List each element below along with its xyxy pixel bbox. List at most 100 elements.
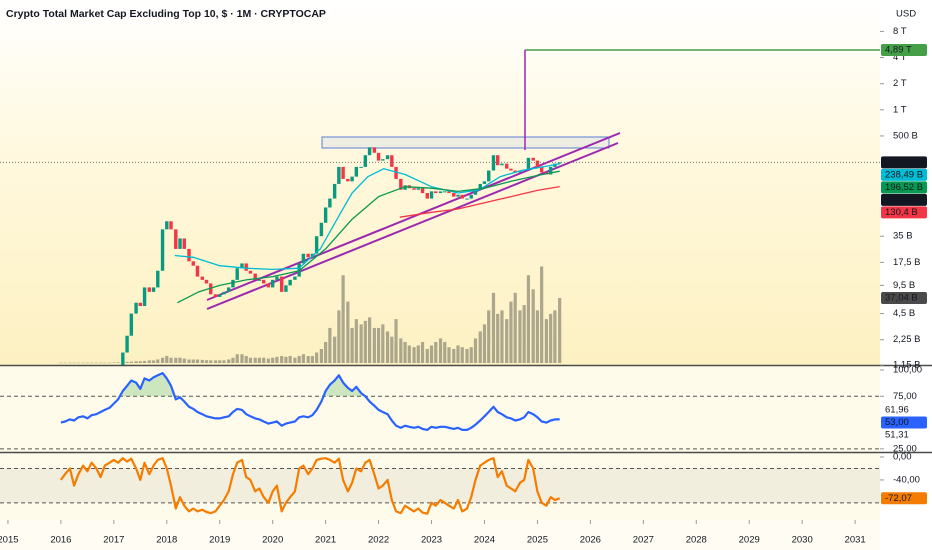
y-tick-label: 8 T <box>893 26 907 37</box>
candle <box>182 238 186 249</box>
volume-bar <box>297 355 301 363</box>
volume-bar <box>293 357 297 363</box>
range-box <box>321 136 610 149</box>
volume-bar <box>350 327 354 363</box>
candle <box>293 276 297 280</box>
price-label: -72,07 <box>885 493 912 504</box>
volume-bar <box>372 327 376 363</box>
volume-bar <box>227 359 231 363</box>
series-line <box>399 185 560 218</box>
candle <box>213 294 218 297</box>
volume-bar <box>487 310 491 363</box>
volume-bar <box>165 355 169 363</box>
candle <box>469 194 473 199</box>
volume-bar <box>94 362 98 364</box>
candle <box>209 283 213 295</box>
x-tick-label: 2017 <box>103 535 124 546</box>
volume-bar <box>394 319 398 363</box>
candle <box>359 166 363 168</box>
candle <box>346 178 350 182</box>
volume-bar <box>346 301 350 363</box>
volume-bar <box>425 348 429 363</box>
series-line <box>174 163 560 271</box>
candle <box>319 222 324 237</box>
candle <box>261 279 266 284</box>
candle <box>147 287 152 292</box>
volume-bar <box>491 292 496 363</box>
volume-bar <box>147 360 151 363</box>
volume-bar <box>306 355 310 363</box>
candle <box>253 273 257 280</box>
price-label: 51,31 <box>885 430 909 441</box>
candle <box>191 261 195 266</box>
volume-bar <box>447 347 451 363</box>
volume-bar <box>333 336 337 363</box>
volume-bar <box>76 362 80 364</box>
volume-bar <box>319 348 323 363</box>
candle <box>412 188 416 190</box>
volume-bar <box>262 357 266 363</box>
volume-bar <box>266 358 271 363</box>
candle <box>399 178 403 190</box>
candle <box>456 194 460 197</box>
volume-bar <box>142 360 147 363</box>
candle <box>248 270 253 274</box>
price-label: 130,4 B <box>885 207 918 218</box>
volume-bar <box>337 310 341 363</box>
volume-bar <box>518 310 522 363</box>
volume-bar <box>531 289 535 363</box>
candle <box>539 166 544 173</box>
candle <box>394 166 398 179</box>
candle <box>306 253 310 258</box>
volume-bar <box>138 361 142 363</box>
price-label-box <box>881 43 927 56</box>
candle <box>314 236 319 254</box>
price-label-box <box>881 492 927 505</box>
x-tick-label: 2025 <box>527 535 548 546</box>
volume-bar <box>456 345 460 363</box>
series-line <box>60 372 560 431</box>
volume-bar <box>535 310 540 363</box>
level-band <box>0 468 880 503</box>
x-tick-label: 2026 <box>580 535 601 546</box>
volume-bar <box>482 324 487 363</box>
x-tick-label: 2016 <box>50 535 71 546</box>
candle <box>416 188 420 190</box>
volume-bar <box>407 345 411 363</box>
candle <box>403 185 407 190</box>
candle <box>452 193 456 197</box>
volume-bar <box>178 357 182 363</box>
x-tick-label: 2030 <box>792 535 813 546</box>
candle <box>328 198 332 208</box>
volume-bar <box>213 360 218 363</box>
candle <box>222 291 226 295</box>
candle <box>465 198 469 200</box>
volume-bar <box>195 359 200 363</box>
volume-bar <box>544 319 549 363</box>
volume-bar <box>452 348 456 363</box>
trend-line <box>206 132 621 301</box>
volume-bar <box>134 361 138 363</box>
volume-bar <box>112 362 116 363</box>
candle <box>535 160 540 167</box>
candle <box>187 248 191 262</box>
volume-bar <box>222 360 226 363</box>
volume-bar <box>90 362 94 364</box>
x-tick-label: 2020 <box>262 535 283 546</box>
plot <box>0 147 880 365</box>
candle <box>496 155 500 166</box>
volume-bar <box>363 320 367 363</box>
candle <box>447 191 451 194</box>
volume-bar <box>473 338 478 363</box>
volume-bar <box>187 359 191 363</box>
candle <box>531 157 535 161</box>
volume-bar <box>420 341 425 363</box>
volume-bar <box>160 357 165 363</box>
price-label: 238,49 B <box>885 169 923 180</box>
volume-bar <box>390 336 394 363</box>
volume-bar <box>235 354 239 363</box>
candle <box>505 163 509 169</box>
candle <box>151 287 156 292</box>
volume-bar <box>72 362 76 364</box>
